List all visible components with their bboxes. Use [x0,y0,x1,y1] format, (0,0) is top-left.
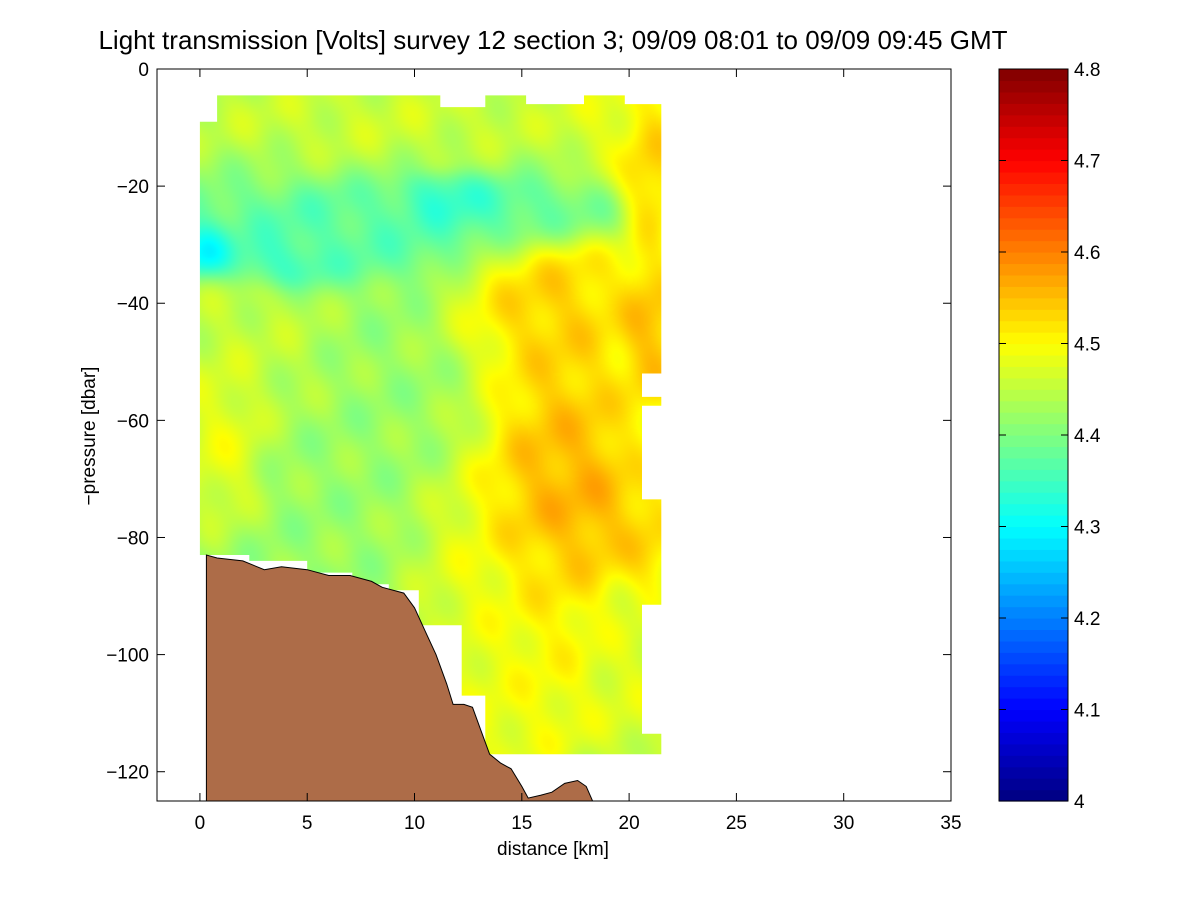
colorbar-step [999,377,1068,390]
colorbar-step [999,492,1068,505]
x-axis: 0 5 10 15 20 25 30 35 [195,69,962,834]
colorbar-step [999,183,1068,196]
x-tick-label: 0 [195,813,206,834]
colorbar-step [999,160,1068,173]
x-axis-label: distance [km] [497,839,609,860]
colorbar-step [999,423,1068,436]
y-tick-label: −100 [106,646,149,667]
colorbar-step [999,389,1068,402]
colorbar-step [999,469,1068,482]
colorbar-step [999,126,1068,139]
y-tick-label: −20 [117,177,149,198]
colorbar-step [999,206,1068,219]
colorbar-step [999,91,1068,104]
colorbar-tick-label: 4 [1074,792,1085,813]
colorbar-step [999,69,1068,82]
colorbar-step [999,354,1068,367]
colorbar-step [999,652,1068,665]
colorbar-tick-label: 4.8 [1074,60,1100,81]
plot-frame [156,68,952,802]
y-axis: 0 −20 −40 −60 −80 −100 −120 [106,60,951,784]
y-tick-label: 0 [138,60,149,81]
colorbar-step [999,320,1068,333]
colorbar-step [999,252,1068,265]
colorbar-step [999,732,1068,745]
colorbar-step [999,297,1068,310]
colorbar-step [999,103,1068,116]
colorbar-step [999,560,1068,573]
colorbar-step [999,480,1068,493]
colorbar-step [999,240,1068,253]
x-tick-label: 15 [511,813,532,834]
colorbar-step [999,366,1068,379]
colorbar-step [999,698,1068,711]
x-tick-label: 25 [726,813,747,834]
colorbar-tick-label: 4.2 [1074,609,1100,630]
x-tick-label: 5 [302,813,313,834]
y-axis-label: −pressure [dbar] [79,367,100,506]
colorbar-step [999,743,1068,756]
colorbar-step [999,549,1068,562]
colorbar-step [999,332,1068,345]
colorbar-step [999,572,1068,585]
colorbar-step [999,435,1068,448]
colorbar-step [999,606,1068,619]
colorbar-step [999,457,1068,470]
colorbar-step [999,171,1068,184]
colorbar-step [999,149,1068,162]
colorbar-step [999,675,1068,688]
colorbar-step [999,286,1068,299]
x-tick-label: 10 [404,813,425,834]
colorbar-step [999,709,1068,722]
colorbar-step [999,755,1068,768]
colorbar-step [999,412,1068,425]
colorbar-tick-label: 4.7 [1074,152,1100,173]
colorbar-step [999,503,1068,516]
colorbar-step [999,217,1068,230]
colorbar-step [999,640,1068,653]
colorbar-step [999,526,1068,539]
colorbar-step [999,766,1068,779]
colorbar [998,68,1069,802]
colorbar-step [999,595,1068,608]
colorbar-tick-label: 4.3 [1074,518,1100,539]
colorbar-step [999,583,1068,596]
colorbar-step [999,778,1068,791]
colorbar-tick-label: 4.5 [1074,335,1100,356]
x-tick-label: 20 [619,813,640,834]
colorbar-step [999,309,1068,322]
x-tick-label: 30 [833,813,854,834]
colorbar-tick-label: 4.6 [1074,243,1100,264]
colorbar-step [999,686,1068,699]
colorbar-step [999,789,1068,802]
colorbar-step [999,720,1068,733]
y-tick-label: −60 [117,411,149,432]
bathymetry [205,554,594,801]
colorbar-step [999,263,1068,276]
y-tick-label: −80 [117,528,149,549]
colorbar-step [999,343,1068,356]
chart-title: Light transmission [Volts] survey 12 sec… [98,25,1007,55]
y-tick-label: −40 [117,294,149,315]
colorbar-step [999,446,1068,459]
colorbar-step [999,229,1068,242]
heatmap [199,95,662,801]
colorbar-step [999,400,1068,413]
colorbar-step [999,537,1068,550]
colorbar-step [999,629,1068,642]
colorbar-tick-label: 4.1 [1074,701,1100,722]
colorbar-step [999,114,1068,127]
colorbar-step [999,618,1068,631]
y-tick-label: −120 [106,763,149,784]
colorbar-step [999,80,1068,93]
x-tick-label: 35 [940,813,961,834]
colorbar-step [999,274,1068,287]
colorbar-axis: 4 4.1 4.2 4.3 4.4 4.5 4.6 4.7 4.8 [999,60,1101,813]
colorbar-tick-label: 4.4 [1074,426,1101,447]
colorbar-step [999,515,1068,528]
colorbar-step [999,137,1068,150]
colorbar-step [999,194,1068,207]
colorbar-step [999,663,1068,676]
